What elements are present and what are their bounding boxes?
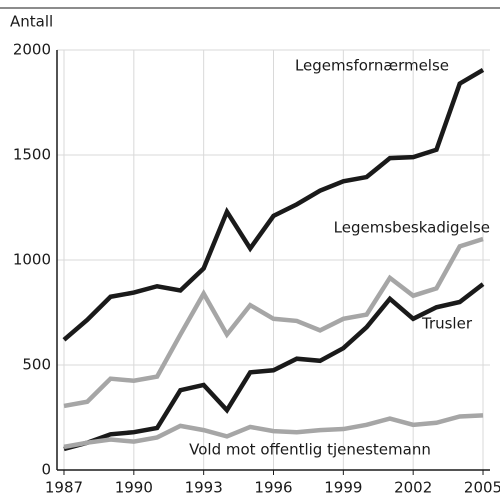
x-tick-label: 1990 [115,479,153,494]
y-tick-label: 1000 [13,251,51,269]
x-tick-label: 2005 [464,479,500,494]
x-tick-label: 2002 [394,479,432,494]
y-tick-label: 1500 [13,146,51,164]
series-line [63,282,485,452]
x-tick-label: 1999 [324,479,362,494]
y-tick-label: 500 [22,356,51,374]
series-label: Trusler [421,315,473,333]
series-line [62,68,485,342]
x-tick-label: 1996 [254,479,292,494]
x-tick-label: 1993 [185,479,223,494]
series-label: Legemsbeskadigelse [334,219,490,237]
y-tick-label: 0 [41,461,51,479]
y-axis-label: Antall [10,13,53,31]
series-label: Legemsfornærmelse [295,57,449,75]
series-line [63,413,484,450]
x-tick-label: 1987 [45,479,83,494]
y-tick-label: 2000 [13,41,51,59]
series-label: Vold mot offentlig tjenestemann [189,441,431,459]
series-line [63,236,484,409]
